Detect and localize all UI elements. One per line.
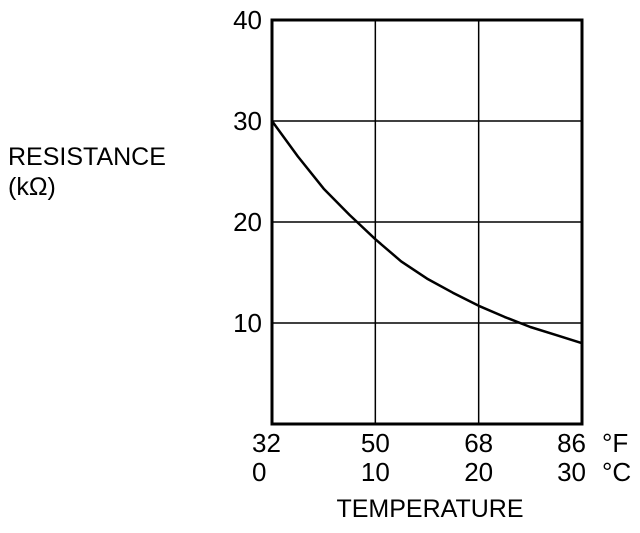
x-tick-label-celsius: 30 bbox=[557, 457, 586, 487]
x-axis-label: TEMPERATURE bbox=[336, 495, 523, 523]
x-tick-label-celsius: 20 bbox=[464, 457, 493, 487]
y-axis-label: RESISTANCE (kΩ) bbox=[8, 142, 166, 202]
y-axis-label-line-2: (kΩ) bbox=[8, 173, 56, 201]
y-tick-labels: 10 20 30 40 bbox=[233, 5, 262, 338]
x-unit-celsius: °C bbox=[602, 457, 631, 487]
x-tick-label-celsius: 10 bbox=[361, 457, 390, 487]
x-tick-label-fahrenheit: 50 bbox=[361, 428, 390, 458]
y-tick-label: 20 bbox=[233, 207, 262, 237]
x-tick-label-celsius: 0 bbox=[252, 457, 266, 487]
plot-frame bbox=[270, 18, 584, 426]
y-axis-label-line-1: RESISTANCE bbox=[8, 143, 166, 171]
x-tick-label-fahrenheit: 32 bbox=[252, 428, 281, 458]
grid-lines bbox=[272, 20, 582, 424]
y-tick-label: 40 bbox=[233, 5, 262, 35]
y-tick-label: 30 bbox=[233, 106, 262, 136]
y-tick-label: 10 bbox=[233, 308, 262, 338]
x-tick-label-fahrenheit: 86 bbox=[557, 428, 586, 458]
resistance-curve bbox=[270, 119, 584, 345]
x-unit-fahrenheit: °F bbox=[602, 428, 628, 458]
x-tick-label-fahrenheit: 68 bbox=[464, 428, 493, 458]
